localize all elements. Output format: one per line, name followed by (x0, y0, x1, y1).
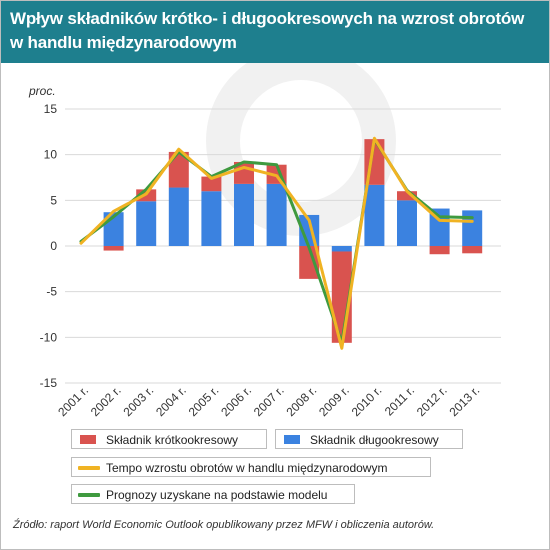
bar-long-term (136, 201, 157, 246)
legend-label-model-forecast: Prognozy uzyskane na podstawie modelu (106, 488, 328, 502)
legend-item-actual-growth: Tempo wzrostu obrotów w handlu międzynar… (71, 457, 431, 477)
bar-long-term (331, 246, 352, 252)
y-tick-label: -10 (40, 330, 58, 344)
bar-short-term (103, 246, 124, 251)
bar-short-term (397, 191, 417, 201)
bar-long-term (201, 191, 222, 246)
legend-item-long-term: Składnik długookresowy (275, 429, 463, 449)
x-tick-label: 2010 r. (349, 383, 385, 419)
bar-long-term (397, 200, 417, 246)
legend-line-model-forecast (78, 493, 100, 497)
bar-short-term (299, 246, 320, 279)
x-tick-label: 2013 r. (446, 383, 482, 419)
legend-label-actual-growth: Tempo wzrostu obrotów w handlu międzynar… (106, 461, 388, 475)
legend-item-short-term: Składnik krótkookresowy (71, 429, 267, 449)
bar-short-term (462, 246, 483, 254)
x-tick-label: 2009 r. (316, 383, 352, 419)
x-tick-label: 2003 r. (120, 383, 156, 419)
legend-swatch-short-term (80, 435, 96, 444)
y-tick-label: -5 (46, 285, 57, 299)
x-tick-label: 2001 r. (55, 383, 91, 419)
legend-label-long-term: Składnik długookresowy (310, 433, 439, 447)
legend-swatch-long-term (284, 435, 300, 444)
line-actual-growth (79, 136, 474, 350)
x-tick-label: 2007 r. (251, 383, 287, 419)
chart-area: -15 -10 -5 0 5 10 15 2001 r.2002 r.2003 r.2004… (28, 63, 501, 419)
legend-label-short-term: Składnik krótkookresowy (106, 433, 239, 447)
bar-long-term (462, 210, 483, 246)
y-tick-label: -15 (40, 376, 58, 390)
y-axis: -15 -10 -5 0 5 10 15 (40, 102, 58, 390)
y-tick-label: 5 (50, 193, 57, 207)
source-note: Źródło: raport World Economic Outlook op… (13, 519, 435, 531)
x-axis: 2001 r.2002 r.2003 r.2004 r.2005 r.2006 … (55, 383, 482, 419)
bar-long-term (266, 183, 287, 246)
bar-long-term (168, 187, 189, 246)
x-tick-label: 2002 r. (88, 383, 124, 419)
y-axis-label: proc. (28, 84, 56, 98)
chart-title: Wpływ składników krótko- i długookresowy… (10, 9, 525, 52)
x-tick-label: 2011 r. (382, 383, 417, 418)
x-tick-label: 2004 r. (153, 383, 189, 419)
x-tick-label: 2005 r. (186, 383, 222, 419)
x-tick-label: 2008 r. (283, 383, 319, 419)
lines-group (79, 136, 474, 350)
bars-group (103, 139, 483, 343)
y-tick-label: 0 (50, 239, 57, 253)
bar-short-term (168, 151, 189, 188)
legend-line-actual-growth (78, 466, 100, 470)
bar-long-term (364, 184, 385, 246)
x-tick-label: 2012 r. (414, 383, 450, 419)
header-bar: Wpływ składników krótko- i długookresowy… (1, 1, 549, 63)
bar-short-term (429, 246, 450, 255)
legend-item-model-forecast: Prognozy uzyskane na podstawie modelu (71, 484, 355, 504)
bar-short-term (201, 176, 222, 192)
y-tick-label: 15 (44, 102, 58, 116)
y-tick-label: 10 (44, 148, 58, 162)
bar-long-term (234, 183, 254, 246)
x-tick-label: 2006 r. (218, 383, 254, 419)
